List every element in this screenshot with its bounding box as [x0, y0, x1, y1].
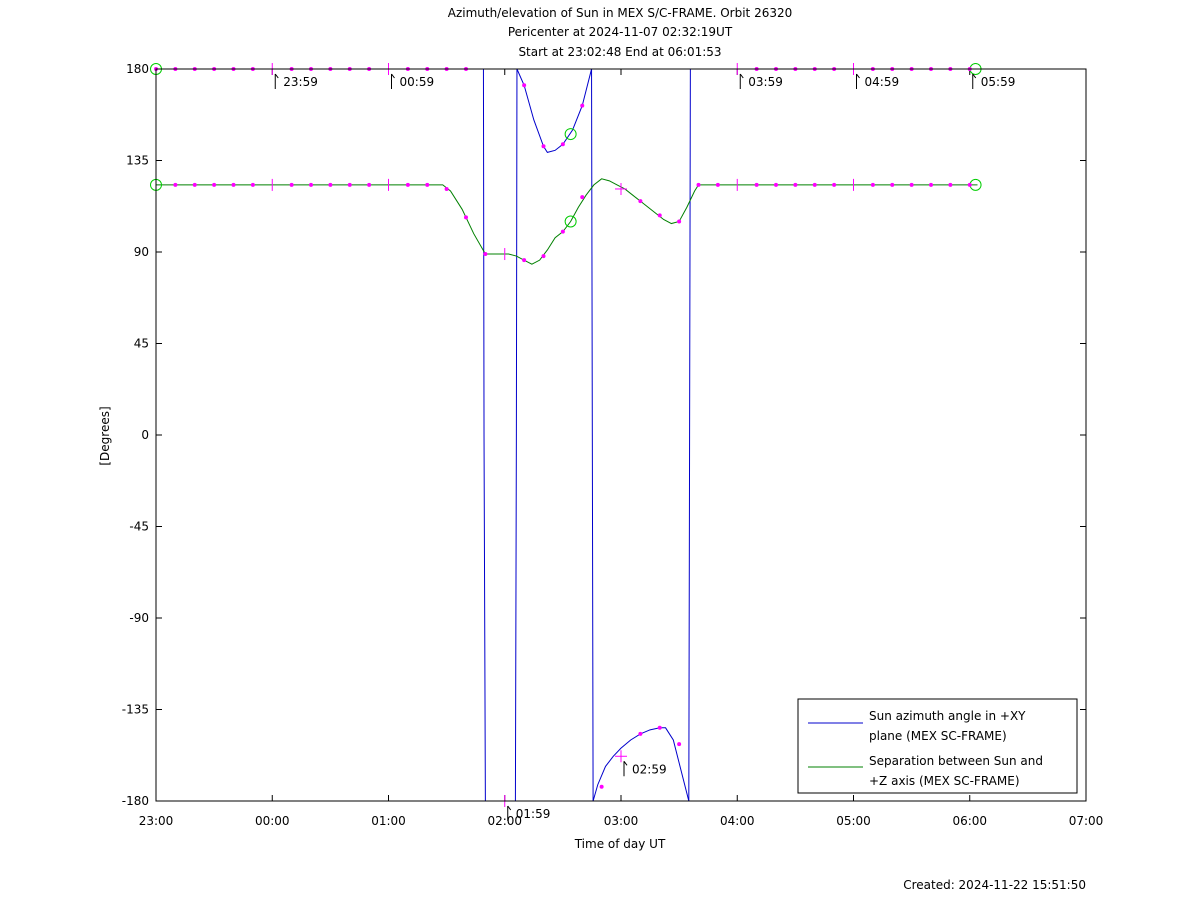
y-tick-label: 0 — [141, 428, 149, 442]
time-dot-marker — [173, 182, 178, 187]
time-dot-marker — [425, 182, 430, 187]
x-tick-label: 02:00 — [487, 814, 522, 828]
time-dot-marker — [774, 182, 778, 187]
endpoint-circle-marker — [564, 128, 577, 141]
azimuth-series-line — [591, 68, 594, 802]
chart-title-line-1: Azimuth/elevation of Sun in MEX S/C-FRAM… — [448, 6, 793, 20]
time-dot-marker — [367, 182, 372, 187]
legend-label-separation-line-2: +Z axis (MEX SC-FRAME) — [869, 774, 1020, 788]
separation-series-line — [156, 178, 978, 265]
time-dot-marker — [231, 182, 236, 187]
time-label-arrowhead — [972, 73, 977, 79]
time-label-arrowhead — [274, 73, 279, 79]
time-dot-marker — [328, 182, 333, 187]
time-dot-marker — [754, 182, 759, 187]
x-axis-label: Time of day UT — [574, 837, 666, 851]
time-dot-marker — [793, 182, 798, 187]
time-dot-marker — [812, 182, 817, 187]
legend-label-azimuth-line-1: Sun azimuth angle in +XY — [869, 709, 1026, 723]
chart-title-line-2: Pericenter at 2024-11-07 02:32:19UT — [508, 25, 733, 39]
time-label: 04:59 — [865, 75, 900, 89]
x-tick-label: 00:00 — [255, 814, 290, 828]
time-dot-marker — [832, 182, 837, 187]
time-dot-marker — [638, 731, 643, 736]
time-dot-marker — [657, 213, 662, 218]
x-tick-label: 23:00 — [139, 814, 174, 828]
time-dot-marker — [560, 229, 565, 234]
y-tick-label: -90 — [129, 611, 149, 625]
time-label-arrowhead — [856, 73, 860, 79]
time-label: 03:59 — [748, 75, 783, 89]
time-dot-marker — [483, 252, 488, 257]
time-dot-marker — [464, 215, 468, 220]
azimuth-series-line — [516, 68, 593, 153]
time-dot-marker — [967, 182, 972, 187]
y-tick-label: -135 — [122, 703, 149, 717]
time-dot-marker — [929, 182, 933, 187]
legend-box — [797, 698, 1078, 794]
legend-label-azimuth-line-2: plane (MEX SC-FRAME) — [869, 729, 1007, 743]
x-tick-label: 03:00 — [604, 814, 639, 828]
plot-area-frame — [155, 68, 1087, 802]
time-label: 02:59 — [632, 762, 667, 776]
time-dot-marker — [580, 195, 585, 200]
y-tick-label: 135 — [126, 154, 149, 168]
time-dot-marker — [541, 254, 546, 259]
time-dot-marker — [696, 182, 701, 187]
azimuth-series-line — [688, 68, 978, 802]
time-dot-marker — [560, 142, 565, 147]
azimuth-series-line — [156, 68, 518, 802]
time-dot-marker — [909, 182, 914, 187]
time-label: 00:59 — [400, 75, 435, 89]
x-tick-label: 06:00 — [952, 814, 987, 828]
time-label-arrowhead — [739, 73, 744, 79]
time-dot-marker — [890, 182, 895, 187]
time-dot-marker — [638, 199, 643, 204]
time-dot-marker — [677, 742, 682, 747]
time-dot-marker — [599, 784, 604, 789]
time-dot-marker — [677, 219, 682, 224]
legend-label-separation-line-1: Separation between Sun and — [869, 754, 1043, 768]
y-tick-label: -45 — [129, 520, 149, 534]
time-dot-marker — [347, 182, 352, 187]
time-dot-marker — [522, 83, 527, 88]
time-label: 01:59 — [516, 807, 551, 821]
legend: Sun azimuth angle in +XY plane (MEX SC-F… — [797, 698, 1078, 794]
time-dot-marker — [870, 182, 875, 187]
time-dot-marker — [405, 182, 410, 187]
time-dot-marker — [444, 186, 449, 191]
time-dot-marker — [250, 182, 255, 187]
y-tick-label: 90 — [134, 245, 149, 259]
endpoint-circle-marker — [564, 215, 577, 228]
time-dot-marker — [212, 182, 217, 187]
time-dot-marker — [580, 103, 585, 108]
y-tick-label: -180 — [122, 794, 149, 808]
time-dot-marker — [522, 258, 527, 263]
time-label-arrowhead — [507, 805, 512, 811]
footer-created-stamp: Created: 2024-11-22 15:51:50 — [903, 878, 1086, 892]
x-tick-label: 05:00 — [836, 814, 871, 828]
time-label: 23:59 — [283, 75, 318, 89]
time-dot-marker — [948, 182, 953, 187]
y-tick-label: 45 — [134, 337, 149, 351]
time-dot-marker — [657, 725, 662, 730]
time-label-arrowhead — [391, 73, 395, 79]
y-axis-label: [Degrees] — [98, 406, 112, 465]
time-dot-marker — [192, 182, 197, 187]
x-tick-label: 07:00 — [1069, 814, 1104, 828]
x-tick-label: 01:00 — [371, 814, 406, 828]
time-dot-marker — [289, 182, 294, 187]
time-label: 05:59 — [981, 75, 1016, 89]
time-dot-marker — [715, 182, 720, 187]
time-dot-marker — [541, 144, 546, 149]
y-tick-label: 180 — [126, 62, 149, 76]
chart-title-line-3: Start at 23:02:48 End at 06:01:53 — [518, 45, 721, 59]
x-tick-label: 04:00 — [720, 814, 755, 828]
time-label-arrowhead — [623, 760, 628, 766]
time-dot-marker — [309, 182, 313, 187]
